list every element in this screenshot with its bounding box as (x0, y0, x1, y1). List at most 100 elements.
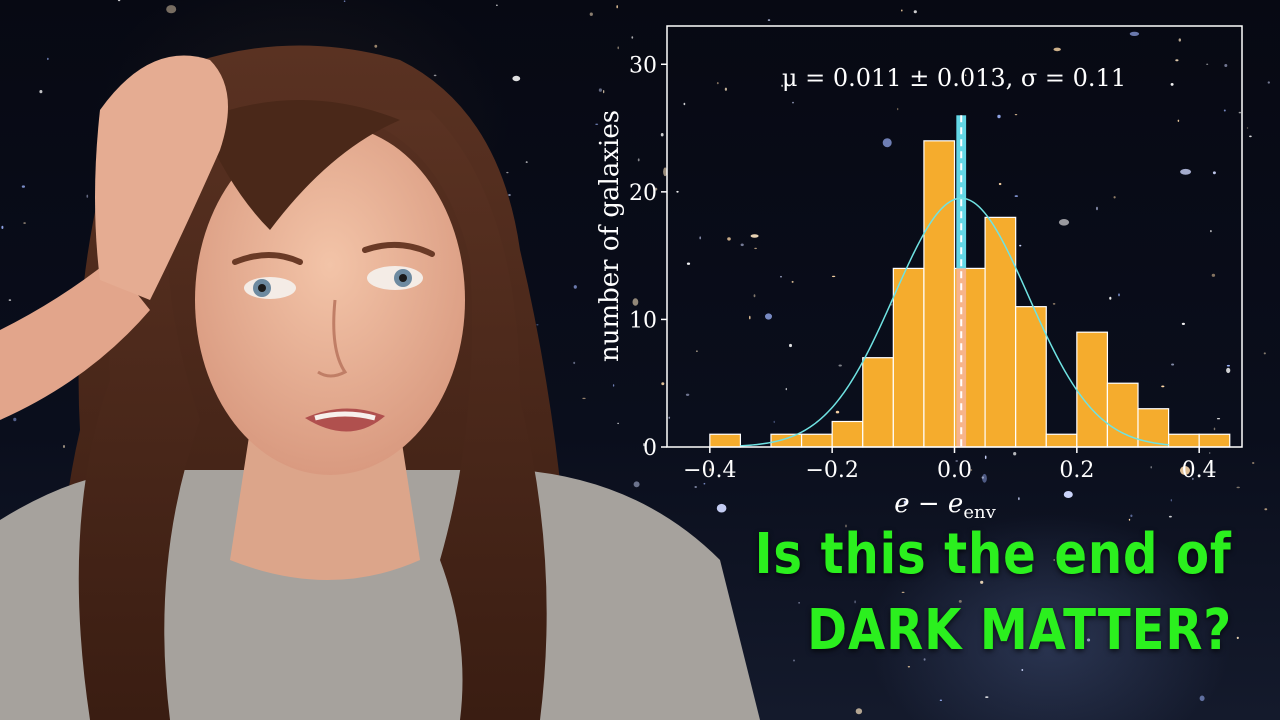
star (980, 580, 984, 584)
star (792, 101, 794, 104)
star (1018, 497, 1020, 501)
star (901, 591, 905, 594)
star (699, 236, 701, 240)
star (1181, 322, 1185, 325)
histogram-bar (770, 433, 803, 448)
star (1226, 364, 1230, 367)
star (433, 74, 437, 77)
star (754, 247, 757, 250)
star (1226, 367, 1231, 374)
star (727, 237, 731, 241)
star (1053, 559, 1055, 561)
histogram-bar (800, 433, 833, 448)
star (1246, 127, 1249, 129)
star (686, 262, 691, 265)
star (525, 161, 528, 163)
star (981, 476, 984, 479)
star (1128, 518, 1131, 521)
star (1211, 273, 1216, 277)
star (1, 225, 4, 229)
star (632, 298, 639, 306)
star (595, 123, 599, 126)
star (1213, 427, 1216, 431)
star (903, 500, 907, 504)
star (749, 315, 751, 320)
histogram-bar (1015, 306, 1047, 448)
star (676, 190, 679, 193)
star (911, 626, 914, 630)
y-tick-label: 30 (629, 53, 657, 78)
histogram-bar (923, 140, 956, 448)
y-axis-label: number of galaxies (595, 110, 625, 362)
star (781, 84, 783, 88)
star (117, 0, 121, 2)
plot-layer: −0.4 −0.2 0.0 0.2 0.4 0 10 20 30 (629, 53, 1231, 483)
star (1161, 385, 1165, 388)
star (1129, 31, 1140, 36)
hair-front-left (78, 110, 200, 720)
histogram-bar (1076, 331, 1109, 448)
histogram-bar (1045, 433, 1078, 448)
star (8, 299, 12, 301)
x-tick-label: 0.4 (1182, 458, 1217, 483)
star (845, 524, 847, 528)
star (1224, 64, 1228, 67)
star (1180, 168, 1192, 175)
histogram-bar (862, 357, 894, 448)
star (1210, 230, 1212, 233)
y-tick-label: 20 (629, 181, 657, 206)
star (1236, 636, 1239, 640)
star (997, 114, 1001, 119)
star (716, 82, 719, 85)
y-tick-label: 10 (629, 308, 657, 333)
star (573, 285, 577, 289)
histogram-bar (1198, 433, 1231, 448)
star (780, 275, 782, 278)
star (831, 275, 836, 278)
headline-line-2: DARK MATTER? (807, 598, 1232, 663)
star (901, 9, 903, 12)
raised-arm (0, 260, 150, 420)
star (882, 138, 892, 148)
histogram-bar (984, 216, 1017, 448)
star (767, 19, 771, 21)
star (798, 602, 800, 604)
star (1013, 452, 1017, 456)
star (709, 468, 712, 472)
star (1252, 462, 1255, 464)
star (1170, 499, 1172, 502)
hand-on-head (95, 55, 228, 300)
star (838, 364, 842, 367)
x-tick-label: −0.2 (805, 458, 858, 483)
gray-shirt (0, 470, 760, 720)
star (589, 12, 593, 16)
plot-frame (666, 25, 1243, 448)
star (47, 57, 49, 61)
star (913, 10, 917, 14)
chart-title: μ = 0.011 ± 0.013, σ = 0.11 (782, 64, 1126, 92)
star (1175, 59, 1179, 62)
star (753, 294, 756, 298)
histogram-bar (709, 433, 742, 448)
histogram-bar (1137, 408, 1170, 448)
star (1118, 293, 1120, 297)
star (1173, 625, 1185, 631)
x-axis-label-subscript: env (963, 502, 996, 523)
star (663, 167, 668, 177)
star (923, 658, 926, 661)
star (1192, 477, 1194, 481)
star (791, 280, 794, 283)
star (1109, 296, 1112, 300)
star (506, 171, 509, 174)
star (907, 666, 911, 668)
gaussian-fit-curve (740, 197, 1169, 447)
star (536, 324, 539, 326)
star (998, 182, 1002, 186)
star (985, 696, 989, 698)
star (633, 481, 640, 488)
star (616, 5, 618, 9)
star (1249, 135, 1252, 138)
star (854, 600, 856, 604)
star (1058, 219, 1070, 226)
star (166, 5, 177, 14)
